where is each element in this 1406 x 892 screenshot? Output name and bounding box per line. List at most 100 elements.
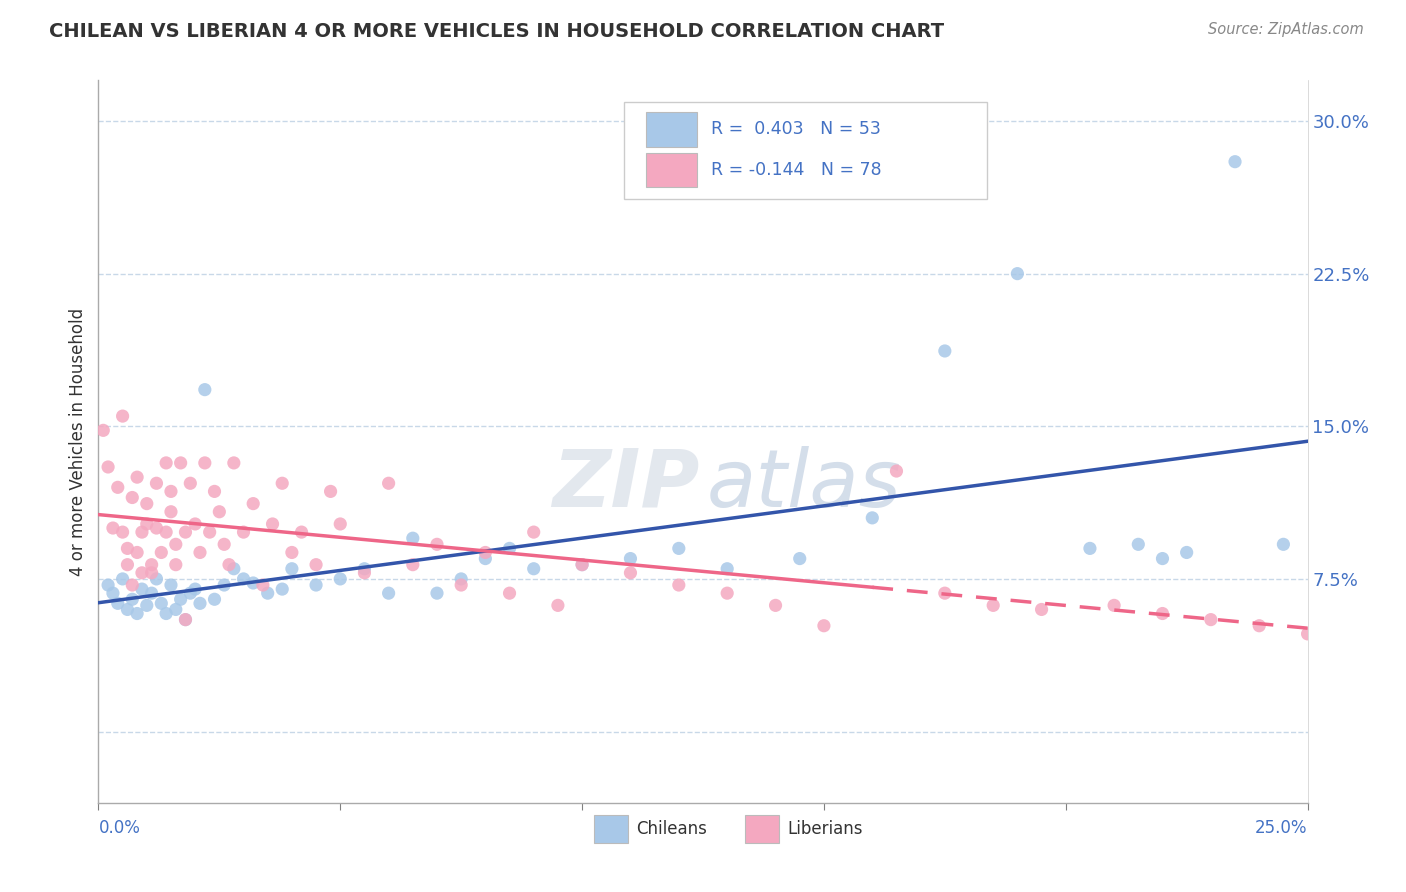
Point — [131, 582, 153, 596]
Text: atlas: atlas — [707, 446, 901, 524]
Text: Source: ZipAtlas.com: Source: ZipAtlas.com — [1208, 22, 1364, 37]
Point — [474, 545, 496, 559]
Text: CHILEAN VS LIBERIAN 4 OR MORE VEHICLES IN HOUSEHOLD CORRELATION CHART: CHILEAN VS LIBERIAN 4 OR MORE VEHICLES I… — [49, 22, 945, 41]
Point — [117, 541, 139, 556]
Point — [934, 343, 956, 358]
Point — [716, 586, 738, 600]
Point — [353, 566, 375, 580]
Point — [212, 578, 235, 592]
Point — [194, 456, 217, 470]
Point — [135, 599, 157, 613]
Point — [402, 531, 425, 545]
Point — [155, 607, 177, 621]
Point — [141, 586, 163, 600]
FancyBboxPatch shape — [647, 153, 697, 187]
Point — [789, 551, 811, 566]
Point — [242, 497, 264, 511]
Point — [107, 596, 129, 610]
Point — [290, 525, 312, 540]
Point — [498, 586, 520, 600]
Point — [111, 525, 134, 540]
Text: Chileans: Chileans — [637, 820, 707, 838]
Point — [184, 516, 207, 531]
Point — [198, 525, 221, 540]
Point — [179, 476, 201, 491]
Point — [117, 558, 139, 572]
Point — [208, 505, 231, 519]
Point — [150, 596, 173, 610]
Point — [188, 596, 211, 610]
Point — [141, 566, 163, 580]
Point — [1031, 602, 1053, 616]
Point — [111, 572, 134, 586]
Point — [281, 545, 304, 559]
Point — [121, 578, 143, 592]
Point — [174, 525, 197, 540]
Point — [169, 592, 191, 607]
Point — [1320, 618, 1343, 632]
Point — [252, 578, 274, 592]
Point — [232, 572, 254, 586]
Point — [813, 618, 835, 632]
Point — [1007, 267, 1029, 281]
Point — [1272, 537, 1295, 551]
Point — [1102, 599, 1125, 613]
Point — [194, 383, 217, 397]
Point — [155, 456, 177, 470]
Text: Liberians: Liberians — [787, 820, 863, 838]
Point — [160, 578, 183, 592]
Point — [1223, 154, 1246, 169]
Point — [141, 558, 163, 572]
Point — [523, 525, 546, 540]
Point — [305, 558, 328, 572]
Point — [111, 409, 134, 423]
Point — [97, 578, 120, 592]
Point — [765, 599, 787, 613]
Point — [127, 545, 149, 559]
Point — [319, 484, 342, 499]
Text: 25.0%: 25.0% — [1256, 819, 1308, 837]
Point — [107, 480, 129, 494]
FancyBboxPatch shape — [745, 815, 779, 843]
Point — [329, 516, 352, 531]
Point — [426, 537, 449, 551]
Point — [135, 497, 157, 511]
Point — [886, 464, 908, 478]
Point — [101, 521, 124, 535]
Point — [150, 545, 173, 559]
Point — [402, 558, 425, 572]
Point — [329, 572, 352, 586]
Text: ZIP: ZIP — [553, 446, 699, 524]
Point — [1249, 618, 1271, 632]
Point — [117, 602, 139, 616]
Point — [281, 562, 304, 576]
Point — [155, 525, 177, 540]
Point — [131, 566, 153, 580]
Point — [204, 592, 226, 607]
Point — [184, 582, 207, 596]
Point — [1175, 545, 1198, 559]
Point — [212, 537, 235, 551]
Point — [271, 582, 294, 596]
Point — [222, 562, 245, 576]
Point — [450, 578, 472, 592]
Point — [377, 586, 399, 600]
Point — [1152, 607, 1174, 621]
Point — [668, 541, 690, 556]
FancyBboxPatch shape — [624, 102, 987, 200]
Point — [131, 525, 153, 540]
FancyBboxPatch shape — [647, 112, 697, 147]
Point — [145, 521, 167, 535]
Point — [1393, 623, 1406, 637]
Point — [1128, 537, 1150, 551]
Point — [222, 456, 245, 470]
Point — [619, 566, 641, 580]
Point — [165, 602, 187, 616]
Point — [716, 562, 738, 576]
Point — [571, 558, 593, 572]
Point — [232, 525, 254, 540]
Text: 0.0%: 0.0% — [98, 819, 141, 837]
Point — [571, 558, 593, 572]
Point — [169, 456, 191, 470]
Point — [498, 541, 520, 556]
